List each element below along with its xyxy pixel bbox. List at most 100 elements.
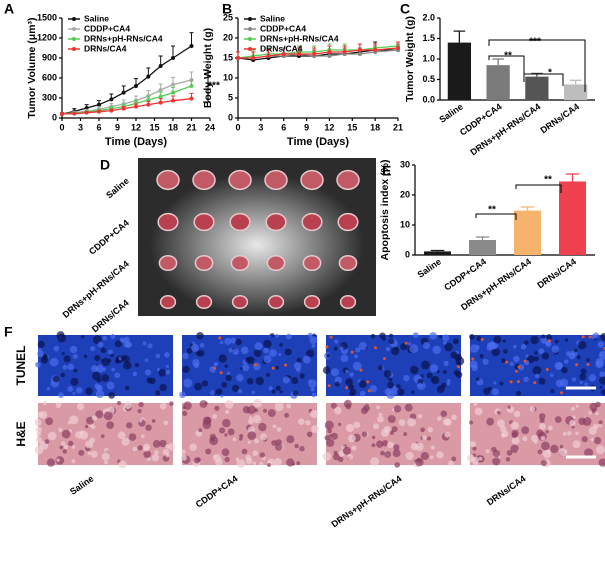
cell xyxy=(538,413,546,420)
cell xyxy=(248,418,254,425)
cell xyxy=(103,411,113,421)
cell xyxy=(358,380,367,389)
cell xyxy=(534,373,540,379)
cell xyxy=(365,403,370,408)
cell xyxy=(353,421,361,429)
cell xyxy=(274,402,284,411)
tumor xyxy=(336,169,360,191)
y-tick-label: 0.5 xyxy=(422,74,435,84)
cell xyxy=(414,442,424,452)
cell xyxy=(334,339,339,344)
cell xyxy=(349,388,357,396)
cell xyxy=(513,410,521,418)
cell xyxy=(282,376,290,384)
legend-marker xyxy=(248,47,252,51)
cell xyxy=(429,332,437,340)
x-tick-label: DRNs+pH-RNs/CA4 xyxy=(468,101,542,157)
cell xyxy=(140,434,145,438)
cell xyxy=(380,450,385,456)
cell xyxy=(540,336,548,344)
apoptotic-cell xyxy=(586,362,590,366)
legend-marker xyxy=(248,17,252,21)
cell xyxy=(61,429,71,439)
marker xyxy=(171,90,175,95)
cell xyxy=(169,401,174,406)
x-tick-label: 12 xyxy=(131,122,141,132)
cell xyxy=(305,419,311,426)
cell xyxy=(503,349,508,354)
cell xyxy=(510,444,519,454)
cell xyxy=(472,446,477,451)
cell xyxy=(542,449,552,459)
cell xyxy=(409,344,419,354)
cell xyxy=(159,402,167,410)
cell xyxy=(309,336,318,345)
cell xyxy=(387,441,394,449)
cell xyxy=(326,353,331,358)
cell xyxy=(387,415,396,424)
cell xyxy=(538,348,545,355)
legend-label: Saline xyxy=(260,13,285,23)
cell xyxy=(493,381,497,385)
cell xyxy=(421,360,430,370)
cell xyxy=(36,431,42,437)
tumor xyxy=(157,212,179,232)
cell xyxy=(334,381,340,387)
cell xyxy=(221,381,228,388)
cell xyxy=(600,332,605,341)
cell xyxy=(89,345,96,352)
cell xyxy=(114,340,122,348)
cell xyxy=(53,345,60,352)
cell xyxy=(205,448,212,455)
cell xyxy=(555,379,564,388)
marker xyxy=(158,100,163,105)
apoptotic-cell xyxy=(588,335,592,339)
cell xyxy=(139,419,143,423)
cell xyxy=(306,349,315,358)
stain-column-label: DRNs/CA4 xyxy=(485,473,528,507)
cell xyxy=(436,451,444,459)
cell xyxy=(355,347,361,353)
cell xyxy=(167,443,176,451)
cell xyxy=(448,460,454,467)
cell xyxy=(151,454,159,462)
cell xyxy=(263,347,269,354)
cell xyxy=(55,456,65,465)
cell xyxy=(186,347,193,354)
cell xyxy=(513,355,520,363)
cell xyxy=(580,368,587,375)
cell xyxy=(505,457,511,462)
apoptotic-cell xyxy=(575,363,579,367)
marker xyxy=(327,50,332,54)
cell xyxy=(427,426,433,433)
cell xyxy=(567,431,572,436)
cell xyxy=(451,456,457,462)
marker xyxy=(84,110,89,115)
cell xyxy=(252,461,257,466)
cell xyxy=(132,446,138,452)
cell xyxy=(218,354,227,363)
cell xyxy=(511,432,518,439)
cell xyxy=(534,351,538,355)
cell xyxy=(541,441,550,451)
cell xyxy=(103,447,109,453)
cell xyxy=(117,431,126,440)
y-tick-label: 10 xyxy=(400,219,410,229)
cell xyxy=(540,436,546,441)
cell xyxy=(421,435,427,441)
cell xyxy=(247,440,251,444)
cell xyxy=(214,405,220,411)
cell xyxy=(515,390,522,397)
cell xyxy=(430,375,440,385)
cell xyxy=(42,401,47,406)
marker xyxy=(146,102,151,107)
cell xyxy=(219,340,224,345)
cell xyxy=(286,458,295,467)
cell xyxy=(327,428,332,434)
cell xyxy=(154,450,159,455)
legend-label: DRNs/CA4 xyxy=(260,43,303,53)
cell xyxy=(348,384,355,391)
cell xyxy=(60,441,66,446)
cell xyxy=(452,338,459,345)
stain-label: TUNEL xyxy=(14,346,28,386)
